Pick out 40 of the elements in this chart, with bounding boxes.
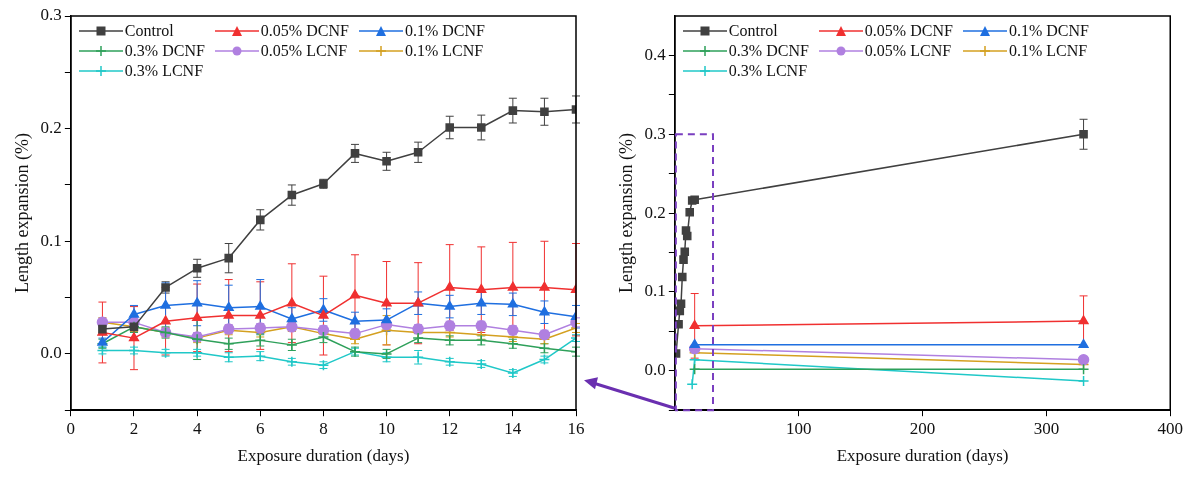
x-tick-label: 300 — [1033, 418, 1060, 438]
x-tick-label: 400 — [1157, 418, 1183, 438]
x-tick-label: 100 — [785, 418, 812, 438]
legend-label: 0.3% LCNF — [124, 62, 204, 80]
x-axis-title: Exposure duration (days) — [237, 446, 410, 466]
y-tick-label: 0.2 — [40, 118, 62, 138]
y-tick-label: 0.3 — [40, 5, 62, 25]
legend-label: 0.05% LCNF — [864, 42, 952, 60]
legend-label: 0.1% LCNF — [1008, 42, 1088, 60]
x-tick-label: 12 — [441, 418, 459, 438]
legend-label: 0.05% LCNF — [260, 42, 348, 60]
legend-label: 0.05% DCNF — [864, 22, 953, 40]
y-tick-label: 0.0 — [40, 343, 62, 363]
legend-label: Control — [124, 22, 174, 40]
y-tick-label: 0.1 — [40, 230, 62, 250]
x-tick-label: 8 — [319, 418, 328, 438]
legend-label: 0.1% DCNF — [404, 22, 485, 40]
legend-label: Control — [728, 22, 778, 40]
y-tick-label: 0.2 — [644, 202, 666, 222]
x-tick-label: 10 — [378, 418, 396, 438]
legend-label: 0.1% LCNF — [404, 42, 484, 60]
legend-label: 0.1% DCNF — [1008, 22, 1089, 40]
x-axis-title: Exposure duration (days) — [836, 446, 1009, 466]
x-tick-label: 14 — [504, 418, 522, 438]
legend-label: 0.3% LCNF — [728, 62, 808, 80]
y-tick-label: 0.3 — [644, 123, 666, 143]
legend-label: 0.05% DCNF — [260, 22, 349, 40]
legend-label: 0.3% DCNF — [728, 42, 809, 60]
y-axis-title: Length expansion (%) — [11, 133, 33, 294]
y-tick-label: 0.0 — [644, 360, 666, 380]
x-tick-label: 16 — [567, 418, 585, 438]
x-tick-label: 4 — [192, 418, 202, 438]
x-tick-label: 2 — [129, 418, 139, 438]
x-tick-label: 6 — [256, 418, 265, 438]
legend-label: 0.3% DCNF — [124, 42, 205, 60]
y-tick-label: 0.4 — [644, 44, 667, 64]
y-tick-label: 0.1 — [644, 281, 666, 301]
y-axis-title: Length expansion (%) — [615, 133, 637, 294]
x-tick-label: 200 — [909, 418, 936, 438]
x-tick-label: 0 — [66, 418, 76, 438]
